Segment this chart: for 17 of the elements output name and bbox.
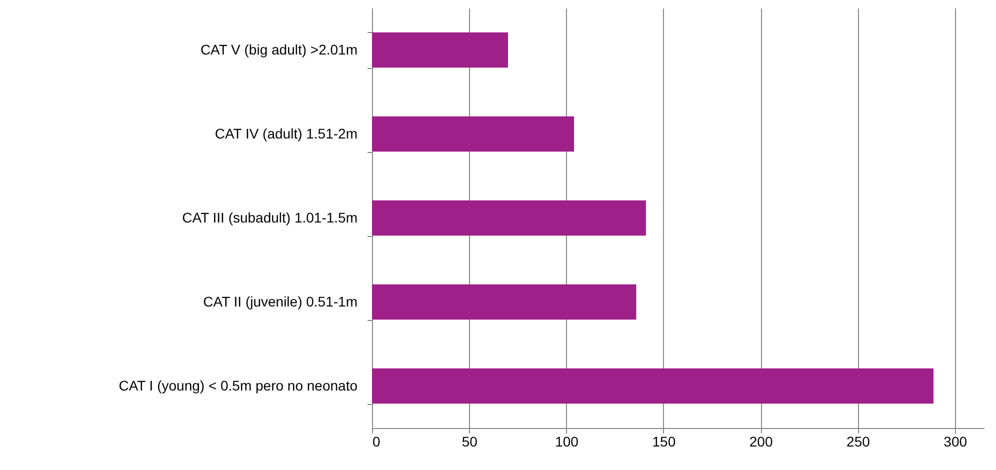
bar: [372, 284, 636, 320]
bar: [372, 32, 508, 68]
x-tick-label: 250: [846, 434, 870, 450]
y-tick-label: CAT IV (adult) 1.51-2m: [214, 126, 358, 142]
y-tick-label: CAT III (subadult) 1.01-1.5m: [182, 210, 358, 226]
bar: [372, 368, 934, 404]
x-tick-label: 300: [944, 434, 968, 450]
y-tick-label: CAT V (big adult) >2.01m: [200, 42, 358, 58]
x-tick-label: 50: [462, 434, 478, 450]
x-tick-label: 150: [652, 434, 676, 450]
bar: [372, 116, 574, 152]
bar: [372, 200, 646, 236]
x-tick-label: 0: [372, 434, 380, 450]
x-tick-label: 200: [749, 434, 773, 450]
x-tick-label: 100: [555, 434, 579, 450]
y-tick-label: CAT I (young) < 0.5m pero no neonato: [118, 378, 358, 394]
y-tick-label: CAT II (juvenile) 0.51-1m: [203, 294, 358, 310]
